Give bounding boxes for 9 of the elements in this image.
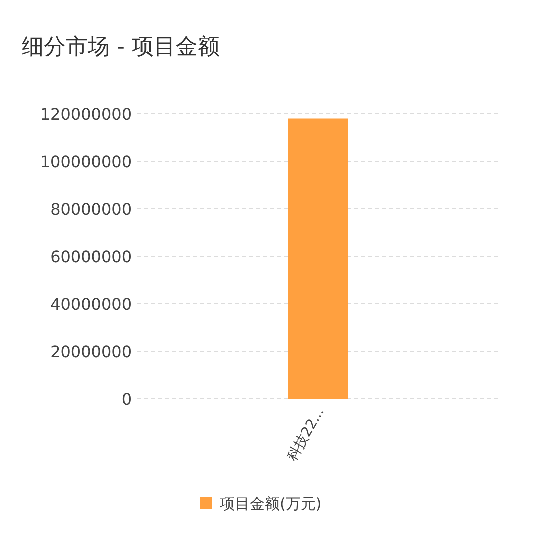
y-tick-label: 0 (122, 390, 132, 409)
y-tick-label: 60000000 (50, 248, 132, 266)
chart-title: 细分市场 - 项目金额 (22, 35, 220, 60)
y-tick-label: 120000000 (40, 105, 132, 124)
y-tick-label: 20000000 (50, 342, 132, 362)
legend-label: 项目金额(万元) (220, 495, 322, 513)
y-tick-label: 40000000 (50, 295, 132, 314)
y-tick-label: 80000000 (50, 200, 132, 219)
y-tick-label: 100000000 (40, 152, 132, 172)
